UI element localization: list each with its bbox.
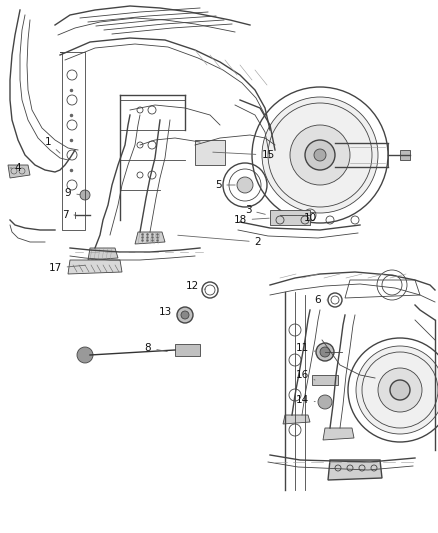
Text: 13: 13	[159, 307, 178, 317]
Circle shape	[237, 177, 253, 193]
Circle shape	[316, 343, 334, 361]
Polygon shape	[283, 415, 310, 424]
Text: 15: 15	[213, 150, 275, 160]
Polygon shape	[195, 140, 225, 165]
Polygon shape	[135, 232, 165, 244]
Polygon shape	[400, 150, 410, 160]
Text: 4: 4	[10, 163, 21, 173]
Polygon shape	[323, 428, 354, 440]
Circle shape	[378, 368, 422, 412]
Text: 7: 7	[62, 210, 75, 220]
Text: 10: 10	[298, 213, 317, 223]
Text: 5: 5	[215, 180, 235, 190]
Text: 3: 3	[245, 205, 265, 215]
Text: 11: 11	[295, 343, 315, 353]
Text: 2: 2	[178, 235, 261, 247]
Circle shape	[80, 190, 90, 200]
Text: 9: 9	[65, 188, 80, 198]
Circle shape	[390, 380, 410, 400]
Text: 6: 6	[314, 295, 327, 305]
Circle shape	[262, 97, 378, 213]
Circle shape	[77, 347, 93, 363]
Text: 12: 12	[185, 281, 205, 291]
Polygon shape	[68, 260, 122, 274]
Polygon shape	[270, 210, 310, 225]
Text: 14: 14	[295, 395, 315, 405]
Circle shape	[320, 347, 330, 357]
Text: 8: 8	[145, 343, 167, 353]
Circle shape	[305, 140, 335, 170]
Polygon shape	[312, 375, 338, 385]
Circle shape	[314, 149, 326, 161]
Circle shape	[318, 395, 332, 409]
Text: 16: 16	[295, 370, 315, 380]
Text: 1: 1	[45, 137, 60, 153]
Polygon shape	[88, 248, 118, 260]
Circle shape	[177, 307, 193, 323]
Circle shape	[181, 311, 189, 319]
Text: 17: 17	[48, 263, 85, 273]
Circle shape	[356, 346, 438, 434]
Polygon shape	[328, 460, 382, 480]
Polygon shape	[8, 165, 30, 178]
Circle shape	[290, 125, 350, 185]
Text: 18: 18	[233, 215, 269, 225]
Polygon shape	[175, 344, 200, 356]
